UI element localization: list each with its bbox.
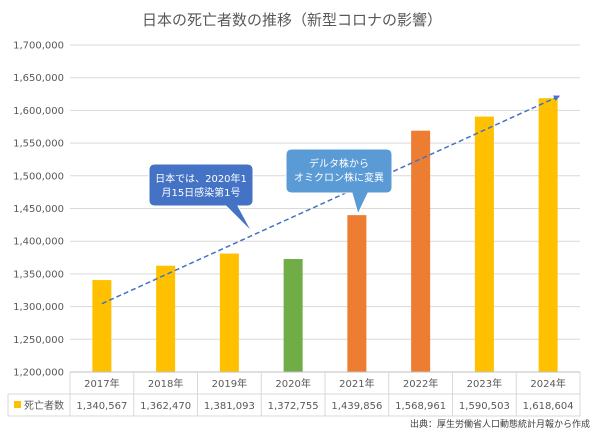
bar-2017年 [92, 280, 112, 372]
x-tick-label: 2017年 [84, 377, 119, 390]
callout-shape [148, 163, 254, 233]
y-tick-label: 1,350,000 [13, 269, 64, 280]
bar-2024年 [538, 98, 558, 373]
y-tick-label: 1,650,000 [13, 73, 64, 84]
y-tick-label: 1,400,000 [13, 237, 64, 248]
trendline-line [101, 94, 561, 305]
callout-shape [285, 148, 393, 216]
y-tick-label: 1,450,000 [13, 204, 64, 215]
bar-2020年 [283, 259, 303, 372]
bar-2022年 [411, 130, 431, 372]
bar-2018年 [156, 265, 176, 372]
trendline [101, 94, 561, 305]
data-table-value: 1,362,470 [140, 401, 191, 412]
chart-title: 日本の死亡者数の推移（新型コロナの影響） [142, 11, 442, 29]
y-tick-label: 1,700,000 [13, 41, 64, 52]
data-table-value: 1,372,755 [268, 401, 319, 412]
y-tick-label: 1,500,000 [13, 171, 64, 182]
x-tick-label: 2024年 [530, 377, 565, 390]
x-tick-label: 2021年 [339, 377, 374, 390]
x-tick-label: 2018年 [148, 377, 183, 390]
data-table-value: 1,439,856 [331, 401, 382, 412]
y-tick-label: 1,600,000 [13, 106, 64, 117]
bar-2023年 [474, 116, 494, 372]
callout-text: 月15日感染第1号 [161, 186, 240, 199]
x-tick-label: 2023年 [467, 377, 502, 390]
y-tick-label: 1,300,000 [13, 302, 64, 313]
x-axis-tick-labels: 2017年 2018年 2019年 2020年 2021年 2022年 2023年 2024年 [84, 377, 566, 390]
x-tick-label: 2020年 [275, 377, 310, 390]
legend-swatch [14, 401, 21, 408]
bar-2019年 [219, 253, 239, 372]
data-table-value: 1,618,604 [523, 401, 574, 412]
grid-lines [70, 44, 580, 373]
trendline-arrowhead [553, 95, 561, 102]
data-table: 1,340,567 1,362,470 1,381,093 1,372,755 1,43… [7, 372, 581, 417]
y-tick-label: 1,550,000 [13, 139, 64, 150]
data-table-value: 1,590,503 [459, 401, 510, 412]
source-note: 出典：厚生労働省人口動態統計月報から作成 [410, 418, 590, 430]
x-tick-label: 2022年 [403, 377, 438, 390]
y-tick-label: 1,250,000 [13, 335, 64, 346]
y-axis-tick-labels: 1,200,000 1,250,000 1,300,000 1,350,000 1,40… [13, 41, 64, 379]
callout-text: デルタ株から [309, 157, 369, 170]
legend-label: 死亡者数 [24, 399, 64, 412]
bar-2021年 [347, 215, 367, 372]
data-table-value: 1,568,961 [395, 401, 446, 412]
y-tick-label: 1,200,000 [13, 368, 64, 379]
data-table-value: 1,381,093 [204, 401, 255, 412]
data-table-value: 1,340,567 [76, 401, 127, 412]
x-tick-label: 2019年 [212, 377, 247, 390]
callout-text: オミクロン株に変異 [294, 171, 384, 184]
bars [70, 98, 580, 373]
callout-text: 日本では、2020年1 [155, 172, 247, 185]
